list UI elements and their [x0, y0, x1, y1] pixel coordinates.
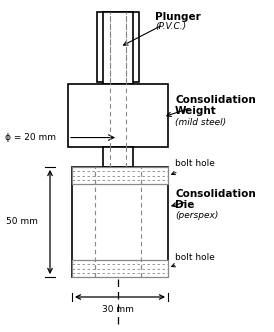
Bar — [103, 147, 133, 167]
Text: bolt hole: bolt hole — [172, 253, 215, 267]
Text: Weight: Weight — [175, 106, 217, 116]
Bar — [68, 84, 168, 147]
Text: ϕ = 20 mm: ϕ = 20 mm — [5, 133, 56, 142]
Text: Plunger: Plunger — [124, 12, 201, 45]
Text: Consolidation: Consolidation — [172, 189, 256, 207]
Text: Die: Die — [175, 200, 194, 210]
Bar — [97, 12, 139, 82]
Bar — [103, 12, 133, 84]
Bar — [72, 167, 168, 277]
Text: bolt hole: bolt hole — [172, 159, 215, 175]
Text: 50 mm: 50 mm — [6, 217, 38, 226]
Text: Consolidation: Consolidation — [167, 95, 256, 117]
Bar — [72, 167, 168, 184]
Bar — [72, 260, 168, 277]
Text: (perspex): (perspex) — [175, 211, 218, 220]
Text: (mild steel): (mild steel) — [175, 118, 226, 126]
Text: 30 mm: 30 mm — [102, 305, 134, 314]
Text: (P.V.C.): (P.V.C.) — [155, 23, 186, 32]
